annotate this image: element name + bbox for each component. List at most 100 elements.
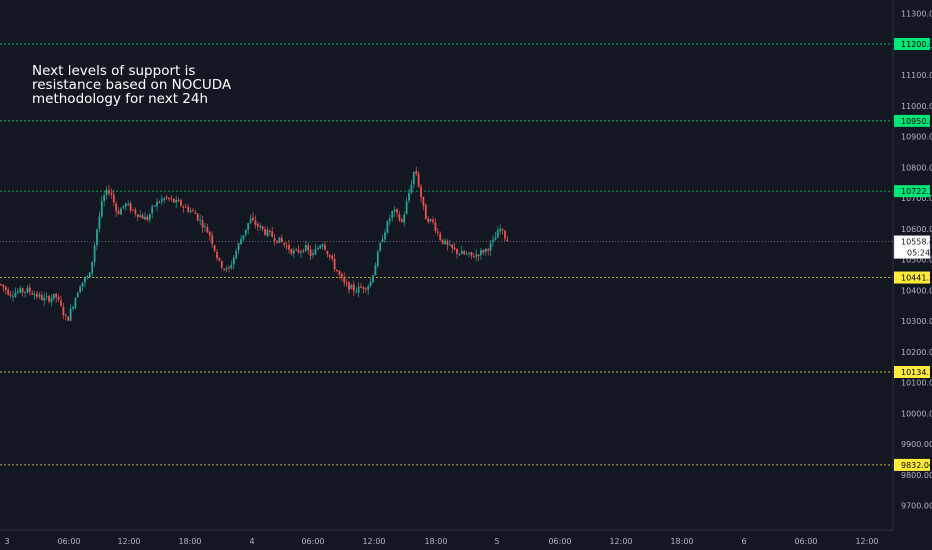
candle-body[interactable]: [307, 245, 310, 251]
candle-body[interactable]: [506, 239, 509, 242]
candle-body[interactable]: [81, 282, 84, 287]
candle-body[interactable]: [501, 229, 504, 231]
candle-body[interactable]: [60, 300, 62, 306]
candle-body[interactable]: [280, 237, 283, 243]
candle-body[interactable]: [14, 292, 17, 297]
candle-body[interactable]: [268, 230, 271, 232]
candle-body[interactable]: [36, 293, 38, 297]
candle-body[interactable]: [134, 209, 137, 214]
candle-body[interactable]: [379, 242, 382, 252]
candle-body[interactable]: [98, 216, 101, 229]
candle-body[interactable]: [168, 197, 170, 200]
candle-body[interactable]: [384, 232, 386, 240]
candle-body[interactable]: [84, 277, 86, 283]
candle-body[interactable]: [120, 208, 122, 215]
candle-body[interactable]: [254, 220, 257, 225]
candle-body[interactable]: [199, 219, 202, 221]
candle-body[interactable]: [177, 199, 180, 202]
candle-body[interactable]: [355, 291, 358, 293]
candle-body[interactable]: [117, 211, 120, 214]
candle-body[interactable]: [316, 247, 319, 250]
candle-body[interactable]: [422, 196, 425, 206]
candle-body[interactable]: [292, 250, 295, 254]
candle-body[interactable]: [470, 251, 473, 256]
candle-body[interactable]: [223, 268, 226, 270]
candle-body[interactable]: [213, 245, 216, 251]
candle-body[interactable]: [88, 272, 91, 278]
candle-body[interactable]: [38, 294, 41, 297]
candle-body[interactable]: [52, 293, 55, 299]
candle-body[interactable]: [86, 276, 89, 278]
candle-body[interactable]: [31, 292, 34, 295]
candle-body[interactable]: [448, 244, 451, 246]
candle-body[interactable]: [93, 245, 96, 262]
candle-body[interactable]: [146, 216, 149, 221]
candle-body[interactable]: [345, 282, 348, 284]
candle-body[interactable]: [79, 286, 82, 293]
candle-body[interactable]: [391, 210, 394, 219]
candle-body[interactable]: [475, 254, 478, 257]
candle-body[interactable]: [206, 227, 209, 233]
candle-body[interactable]: [220, 261, 223, 268]
candle-body[interactable]: [312, 253, 314, 256]
candle-body[interactable]: [300, 251, 302, 253]
support-level-badge[interactable]: [894, 271, 930, 284]
candle-body[interactable]: [156, 201, 158, 207]
candle-body[interactable]: [340, 274, 343, 278]
candle-body[interactable]: [252, 217, 254, 220]
candle-body[interactable]: [266, 230, 269, 236]
candle-body[interactable]: [381, 239, 384, 242]
last-price-badge[interactable]: [893, 235, 931, 259]
candle-body[interactable]: [290, 249, 293, 254]
candle-body[interactable]: [189, 210, 192, 213]
candle-body[interactable]: [172, 198, 175, 203]
candle-body[interactable]: [446, 240, 449, 245]
candle-body[interactable]: [132, 209, 134, 211]
candle-body[interactable]: [477, 254, 480, 257]
candle-body[interactable]: [360, 286, 362, 288]
candle-body[interactable]: [160, 199, 163, 202]
candle-body[interactable]: [441, 239, 444, 244]
candle-body[interactable]: [393, 209, 396, 212]
candle-body[interactable]: [480, 249, 482, 256]
candle-body[interactable]: [194, 212, 197, 215]
candle-body[interactable]: [309, 249, 312, 256]
candle-body[interactable]: [338, 270, 341, 275]
candle-body[interactable]: [472, 256, 475, 258]
candle-body[interactable]: [96, 229, 98, 246]
candle-body[interactable]: [434, 222, 437, 231]
candle-body[interactable]: [180, 200, 182, 206]
candle-body[interactable]: [456, 249, 458, 254]
candle-body[interactable]: [398, 214, 401, 221]
candle-body[interactable]: [367, 286, 370, 291]
candle-body[interactable]: [4, 286, 7, 291]
candle-body[interactable]: [218, 258, 221, 260]
candle-body[interactable]: [151, 206, 154, 214]
candle-body[interactable]: [436, 231, 439, 233]
candle-body[interactable]: [458, 254, 461, 256]
candle-body[interactable]: [326, 250, 329, 255]
candle-body[interactable]: [264, 229, 266, 235]
candle-body[interactable]: [259, 225, 262, 228]
candle-body[interactable]: [357, 286, 360, 293]
candle-body[interactable]: [388, 218, 391, 222]
candle-body[interactable]: [141, 215, 144, 219]
candle-body[interactable]: [504, 230, 506, 239]
candle-body[interactable]: [105, 189, 108, 195]
support-level-badge[interactable]: [894, 366, 930, 379]
candle-body[interactable]: [453, 247, 456, 250]
candle-body[interactable]: [288, 244, 290, 250]
candle-body[interactable]: [122, 205, 125, 208]
candle-body[interactable]: [196, 213, 199, 221]
candle-body[interactable]: [412, 172, 415, 185]
candle-body[interactable]: [336, 269, 338, 272]
candle-body[interactable]: [74, 298, 77, 309]
candle-body[interactable]: [153, 205, 156, 207]
candle-body[interactable]: [256, 223, 259, 227]
candle-body[interactable]: [415, 171, 418, 174]
candle-body[interactable]: [201, 220, 204, 228]
candle-body[interactable]: [50, 298, 53, 303]
candle-body[interactable]: [129, 203, 132, 211]
resistance-level-badge[interactable]: [894, 185, 930, 198]
